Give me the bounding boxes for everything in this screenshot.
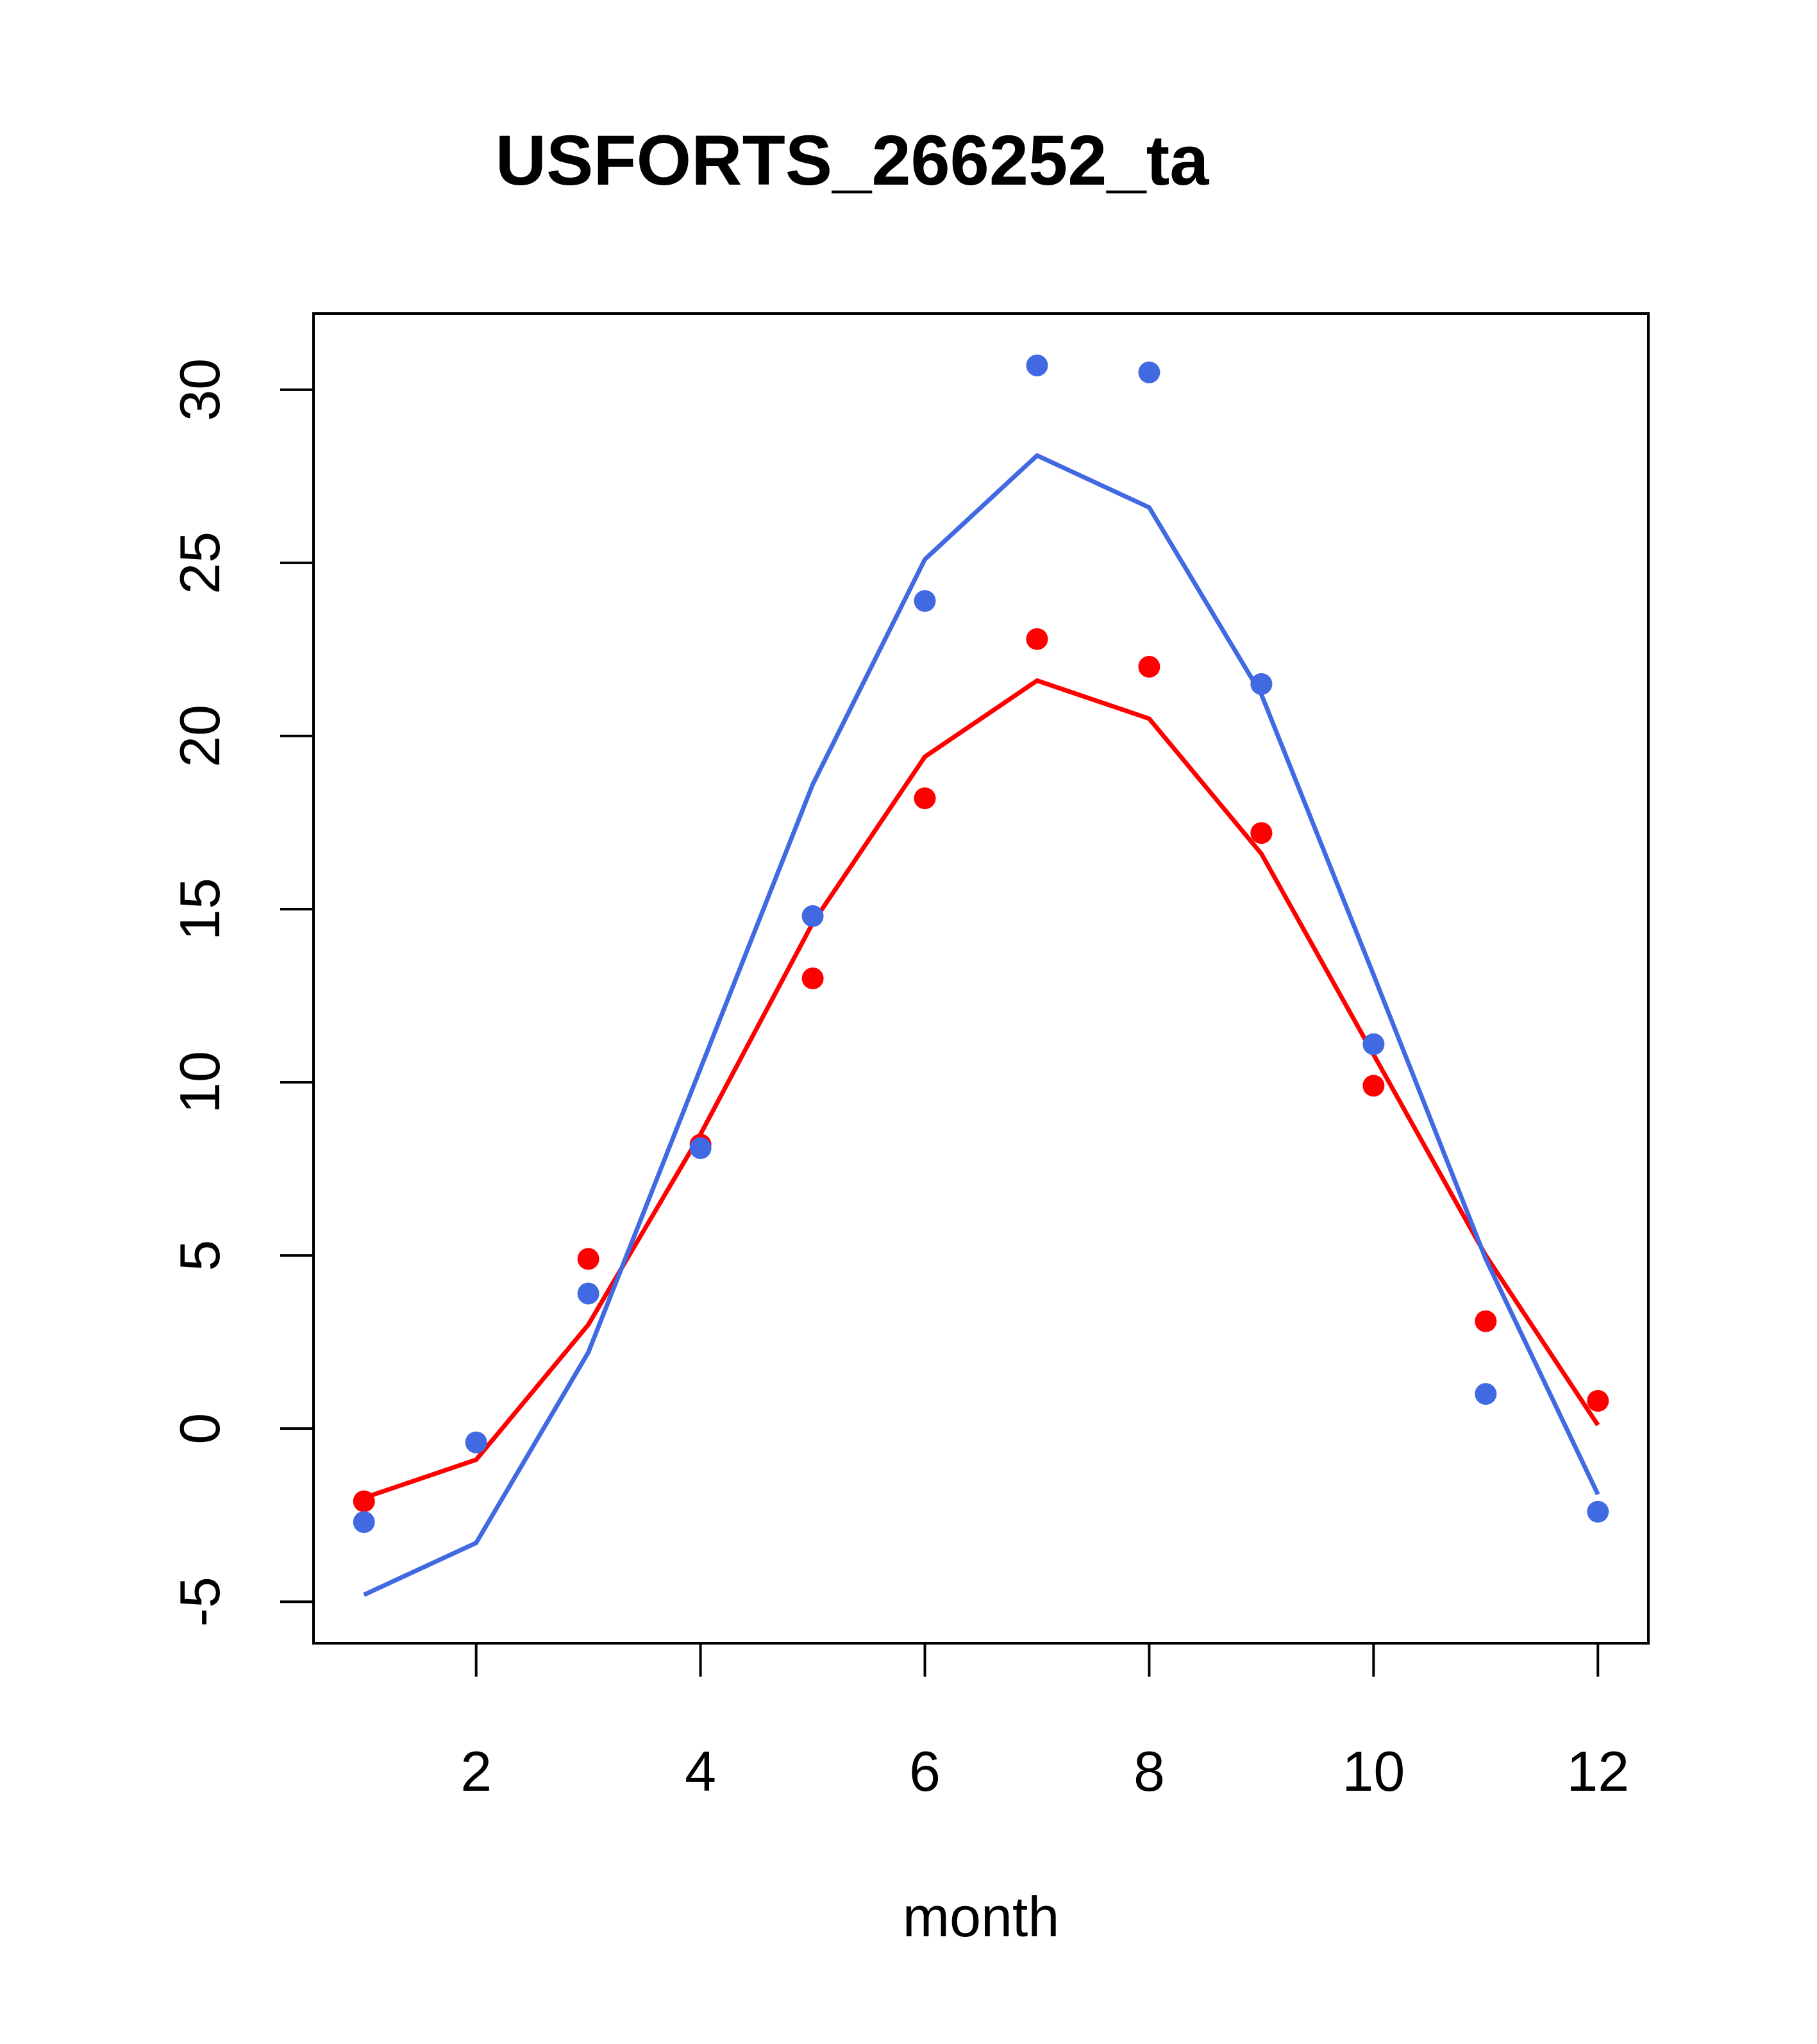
- series-1-point: [353, 1511, 375, 1533]
- plot-area: [353, 355, 1609, 1597]
- y-tick-label: 20: [168, 705, 231, 767]
- series-1-line: [363, 453, 1600, 1597]
- x-tick-label: 6: [909, 1739, 941, 1803]
- series-1-point: [1250, 673, 1273, 695]
- x-axis: 2 4 6 8 10 12: [460, 1642, 1629, 1803]
- x-axis-label: month: [903, 1885, 1060, 1948]
- series-1-point: [1362, 1033, 1385, 1055]
- series-0-point: [1362, 1075, 1385, 1097]
- series-0-point: [1138, 655, 1160, 678]
- series-1-point: [577, 1282, 599, 1305]
- y-tick-label: -5: [168, 1577, 231, 1627]
- y-tick-label: 0: [168, 1413, 231, 1445]
- y-axis: -5 0 5 10 15 20 25 30: [168, 358, 315, 1627]
- series-0-point: [1475, 1310, 1497, 1332]
- x-tick-label: 4: [685, 1739, 716, 1803]
- x-tick-label: 12: [1566, 1739, 1629, 1803]
- y-tick-label: 25: [168, 532, 231, 594]
- series-1-point: [1475, 1383, 1497, 1405]
- series-1-point: [1587, 1500, 1609, 1523]
- y-tick-label: 5: [168, 1240, 231, 1271]
- series-0-point: [1250, 822, 1273, 844]
- series-1-point: [689, 1137, 712, 1159]
- series-1-point: [914, 590, 936, 612]
- series-0-point: [801, 968, 824, 989]
- y-tick-label: 15: [168, 878, 231, 941]
- series-0-point: [577, 1248, 599, 1270]
- series-0-point: [914, 787, 936, 810]
- series-1-point: [1026, 355, 1048, 376]
- x-tick-label: 8: [1134, 1739, 1165, 1803]
- series-1-point: [801, 905, 824, 927]
- series-0-point: [1587, 1389, 1609, 1412]
- series-1-point: [465, 1431, 487, 1453]
- series-1-point: [1138, 361, 1160, 383]
- series-0-point: [1026, 628, 1048, 650]
- x-tick-label: 10: [1342, 1739, 1405, 1803]
- series-0-line: [363, 678, 1600, 1500]
- chart-title: USFORTS_266252_ta: [496, 121, 1210, 200]
- x-tick-label: 2: [460, 1739, 492, 1803]
- y-tick-label: 30: [168, 358, 231, 421]
- series-0-point: [353, 1490, 375, 1512]
- y-tick-label: 10: [168, 1051, 231, 1114]
